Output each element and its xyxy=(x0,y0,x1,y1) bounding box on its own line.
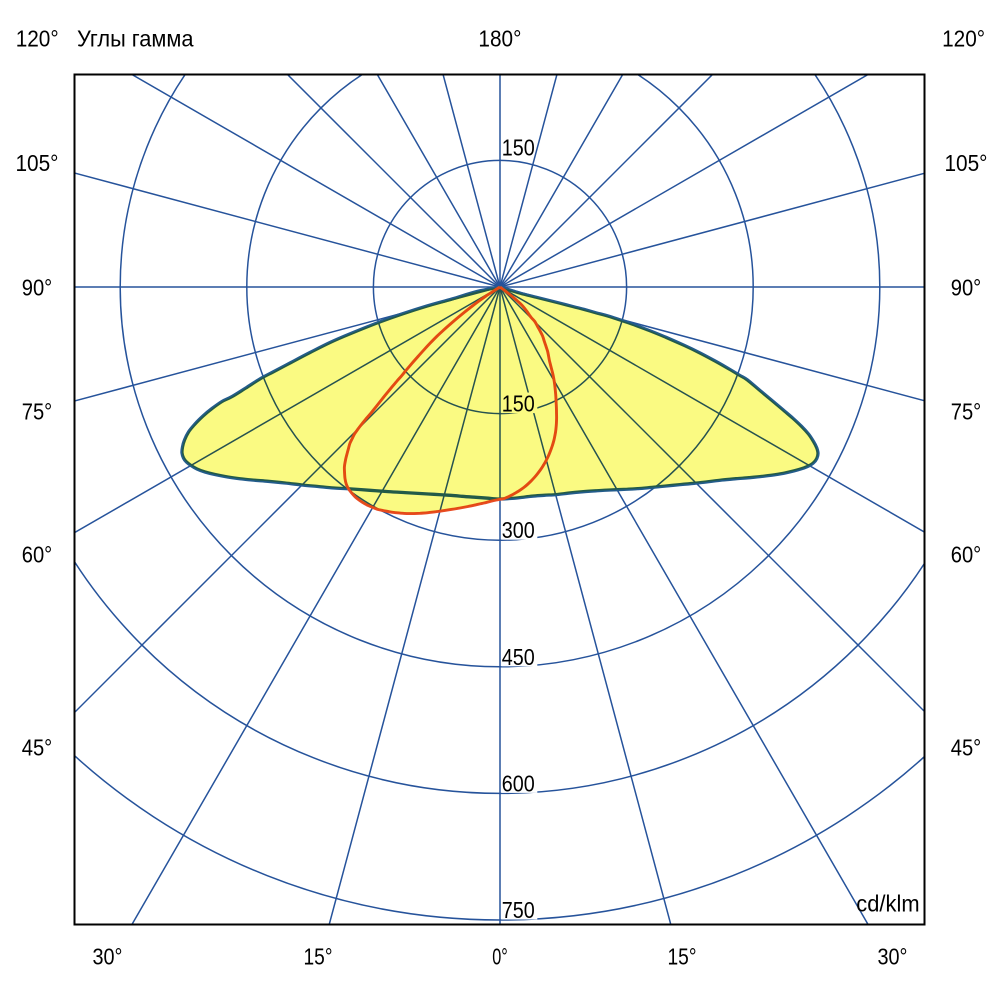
svg-text:105°: 105° xyxy=(945,150,988,176)
svg-text:90°: 90° xyxy=(22,275,53,301)
svg-text:300: 300 xyxy=(502,517,535,543)
svg-text:75°: 75° xyxy=(22,399,53,425)
svg-text:75°: 75° xyxy=(951,399,982,425)
svg-text:60°: 60° xyxy=(22,542,53,568)
svg-text:150: 150 xyxy=(502,135,535,161)
svg-text:150: 150 xyxy=(502,391,535,417)
svg-text:30°: 30° xyxy=(93,944,123,970)
svg-text:450: 450 xyxy=(502,644,535,670)
svg-text:180°: 180° xyxy=(478,26,521,52)
svg-text:120°: 120° xyxy=(942,26,985,52)
svg-text:750: 750 xyxy=(502,897,535,923)
svg-text:105°: 105° xyxy=(16,150,59,176)
svg-text:45°: 45° xyxy=(22,735,53,761)
svg-text:Углы гамма: Углы гамма xyxy=(77,26,194,52)
svg-text:90°: 90° xyxy=(951,275,982,301)
svg-text:600: 600 xyxy=(502,770,535,796)
svg-text:15°: 15° xyxy=(668,944,697,970)
svg-text:45°: 45° xyxy=(951,735,982,761)
svg-text:15°: 15° xyxy=(304,944,333,970)
svg-text:30°: 30° xyxy=(878,944,908,970)
svg-text:120°: 120° xyxy=(16,26,59,52)
svg-text:cd/klm: cd/klm xyxy=(856,891,919,917)
svg-text:60°: 60° xyxy=(951,542,982,568)
svg-text:0°: 0° xyxy=(492,944,508,970)
